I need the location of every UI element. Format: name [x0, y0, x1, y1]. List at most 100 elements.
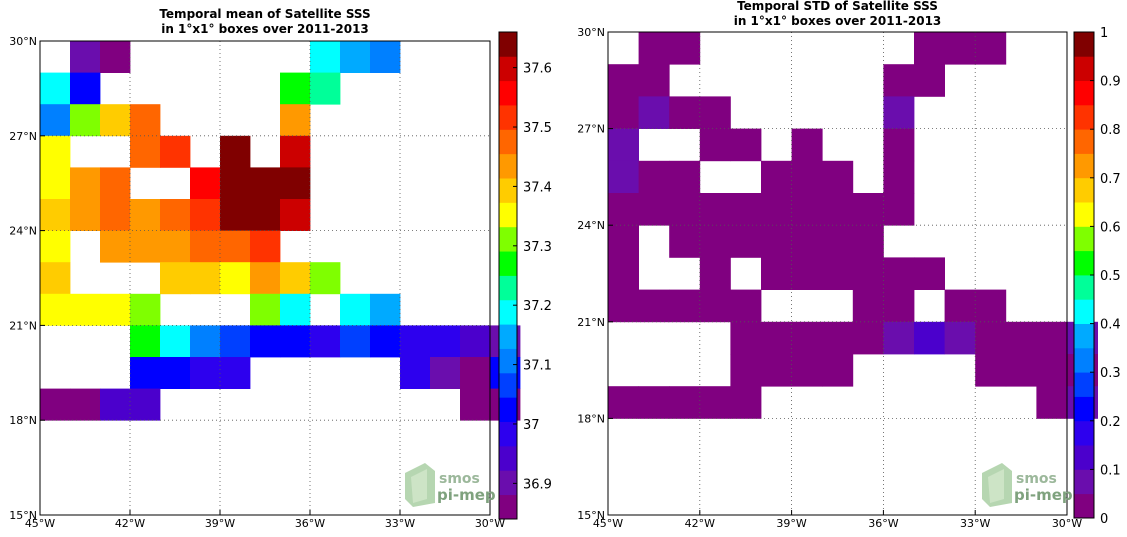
colorbar-segment [1074, 250, 1094, 276]
sss-cell [852, 257, 884, 290]
x-tick-label: 45°W [593, 517, 623, 530]
sss-cell [310, 72, 341, 105]
sss-cell [130, 325, 161, 358]
colorbar-segment [499, 202, 517, 228]
sss-cell [883, 64, 915, 97]
logo-mark-highlight-icon [988, 469, 1004, 503]
sss-cell [190, 167, 221, 200]
sss-cell [699, 289, 731, 323]
sss-cell [460, 357, 491, 389]
sss-cell [1036, 386, 1068, 419]
sss-cell [460, 325, 491, 358]
colorbar-segment [1074, 323, 1094, 349]
sss-cell [791, 160, 823, 194]
sss-cell [699, 257, 731, 290]
sss-cell [822, 354, 854, 387]
x-tick-label: 36°W [295, 517, 325, 530]
sss-cell [883, 160, 915, 194]
sss-cell [730, 386, 762, 419]
colorbar-tick-label: 0.7 [1100, 172, 1121, 187]
colorbar-segment [1074, 56, 1094, 81]
sss-cell [638, 32, 670, 65]
sss-cell [791, 225, 823, 258]
y-tick-label: 21°N [9, 319, 37, 332]
colorbar-segment [1074, 153, 1094, 179]
sss-cell [791, 354, 823, 387]
colorbar-segment [499, 105, 517, 130]
sss-cell [791, 128, 823, 162]
sss-cell [944, 32, 976, 65]
colorbar-segment [1074, 445, 1094, 470]
colorbar-segment [1074, 226, 1094, 252]
sss-cell [730, 321, 762, 355]
sss-cell [130, 230, 161, 263]
logo-line-1: smos [439, 471, 480, 487]
chart-subtitle: in 1°x1° boxes over 2011-2013 [161, 22, 369, 36]
sss-cell [944, 321, 976, 355]
sss-cell [190, 199, 221, 231]
sss-cell [160, 135, 191, 168]
colorbar-segment [499, 178, 517, 203]
chart-title: Temporal STD of Satellite SSS [737, 0, 938, 13]
colorbar-tick-label: 0 [1100, 512, 1108, 527]
y-tick-label: 27°N [9, 130, 37, 143]
sss-cell [608, 128, 639, 162]
colorbar-segment [499, 372, 517, 398]
sss-cell [669, 96, 701, 129]
sss-cell [914, 64, 945, 97]
sss-cell [130, 104, 161, 137]
colorbar-tick-label: 37 [523, 418, 540, 433]
sss-cell [699, 128, 731, 162]
sss-cell [1005, 354, 1037, 387]
sss-cell [280, 293, 311, 326]
sss-cell [190, 262, 221, 295]
sss-cell [220, 167, 251, 200]
colorbar-segment [1074, 275, 1094, 300]
x-tick-label: 33°W [385, 517, 415, 530]
x-tick-label: 33°W [960, 517, 990, 530]
sss-cell [280, 325, 311, 358]
sss-cell [250, 230, 281, 263]
plot-frame [607, 31, 1068, 516]
sss-cell [791, 193, 823, 226]
sss-cell [40, 135, 71, 168]
sss-cell [400, 357, 431, 389]
sss-cell [280, 135, 311, 168]
colorbar-segment [1074, 469, 1094, 495]
sss-cell [430, 357, 461, 389]
sss-cell [160, 262, 191, 295]
colorbar-tick-label: 0.4 [1100, 318, 1121, 333]
sss-cell [370, 41, 401, 73]
sss-cell [975, 289, 1007, 323]
sss-cell [40, 262, 71, 295]
sss-cell [40, 199, 71, 231]
sss-cell [730, 128, 762, 162]
sss-cell [40, 293, 71, 326]
sss-cell [40, 167, 71, 200]
sss-cell [70, 104, 101, 137]
sss-cell [190, 325, 221, 358]
sss-cell [608, 289, 639, 323]
sss-cell [130, 135, 161, 168]
sss-cell [730, 289, 762, 323]
colorbar-tick-label: 37.6 [523, 62, 552, 77]
colorbar-segment [499, 153, 517, 179]
sss-cell [914, 257, 945, 290]
sss-cell [280, 72, 311, 105]
sss-cell [761, 160, 792, 194]
colorbar-segment [499, 129, 517, 155]
y-tick-label: 15°N [9, 509, 37, 522]
colorbar-segment [1074, 129, 1094, 154]
sss-cell [40, 388, 71, 421]
colorbar-tick-label: 0.8 [1100, 123, 1121, 138]
colorbar-segment [1074, 104, 1094, 130]
colorbar-segment [499, 445, 517, 471]
sss-cell [638, 193, 670, 226]
sss-cell [914, 32, 945, 65]
sss-cell [250, 293, 281, 326]
colorbar-tick-label: 36.9 [523, 477, 552, 492]
sss-cell [220, 135, 251, 168]
sss-cell [70, 41, 101, 73]
colorbar-segment [1074, 202, 1094, 227]
